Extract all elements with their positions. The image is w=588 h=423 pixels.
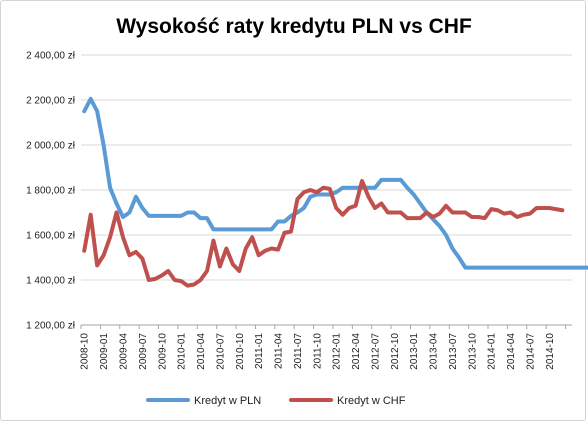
- x-tick-label: 2009-01: [99, 333, 110, 370]
- series-lines: [82, 96, 588, 288]
- legend: Kredyt w PLN Kredyt w CHF: [146, 395, 406, 407]
- x-tick-label: 2010-07: [215, 333, 226, 370]
- series-line-chf: [82, 179, 565, 288]
- y-tick-label: 2 000,00 zł: [26, 141, 76, 152]
- x-tick-label: 2011-10: [312, 333, 323, 369]
- y-tick-label: 2 200,00 zł: [26, 96, 76, 107]
- x-axis: 2008-10 2009-01 2009-04 2009-07 2009-10 2010-…: [80, 324, 572, 370]
- x-tick-label: 2012-10: [390, 333, 401, 370]
- chart-title: Wysokość raty kredytu PLN vs CHF: [116, 15, 472, 38]
- x-tick-label: 2011-01: [254, 333, 265, 369]
- x-tick-label: 2011-07: [293, 333, 304, 369]
- x-tick-label: 2013-10: [467, 333, 478, 370]
- legend-label: Kredyt w PLN: [194, 395, 261, 407]
- y-tick-label: 1 600,00 zł: [26, 231, 76, 242]
- x-tick-label: 2014-01: [487, 333, 498, 370]
- x-tick-label: 2010-01: [177, 333, 188, 370]
- x-tick-label: 2010-04: [196, 333, 207, 370]
- x-tick-label: 2008-10: [80, 333, 91, 370]
- x-tick-label: 2010-10: [235, 333, 246, 370]
- x-tick-label: 2012-07: [370, 333, 381, 370]
- y-axis: 1 200,00 zł 1 400,00 zł 1 600,00 zł 1 800,0…: [26, 51, 76, 332]
- x-tick-label: 2009-07: [138, 333, 149, 370]
- y-tick-label: 1 800,00 zł: [26, 186, 76, 197]
- x-tick-label: 2013-01: [409, 333, 420, 370]
- y-tick-label: 1 400,00 zł: [26, 276, 76, 287]
- x-tick-label: 2014-07: [526, 333, 537, 370]
- x-tick-label: 2014-10: [545, 333, 556, 370]
- x-tick-label: 2012-01: [332, 333, 343, 370]
- x-tick-label: 2009-10: [157, 333, 168, 370]
- x-tick-label: 2011-04: [274, 333, 285, 369]
- x-tick-label: 2012-04: [351, 333, 362, 370]
- x-tick-label: 2014-04: [506, 333, 517, 370]
- y-tick-label: 1 200,00 zł: [26, 321, 76, 332]
- series-line-pln: [82, 96, 588, 270]
- legend-label: Kredyt w CHF: [337, 395, 406, 407]
- x-tick-label: 2013-04: [429, 333, 440, 370]
- x-tick-label: 2009-04: [118, 333, 129, 370]
- x-tick-label: 2013-07: [448, 333, 459, 370]
- y-tick-label: 2 400,00 zł: [26, 51, 76, 62]
